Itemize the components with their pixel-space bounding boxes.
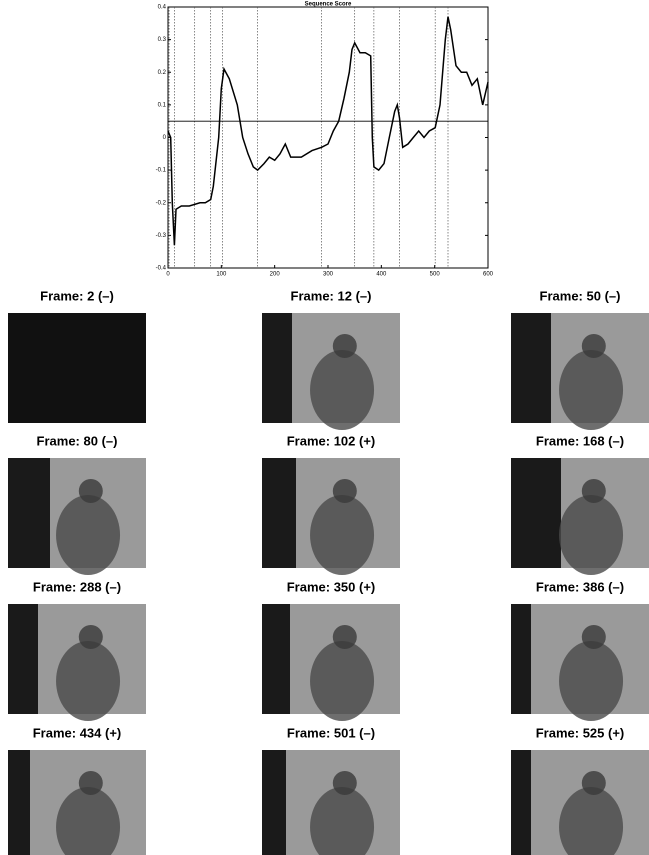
y-tick-label: -0.2 (156, 200, 167, 206)
frame-label: Frame: 102 (+) (287, 433, 376, 448)
x-tick-label: 400 (376, 272, 387, 278)
frame-label: Frame: 12 (–) (291, 288, 372, 303)
figure: Sequence Score -0.4-0.3-0.2-0.100.10.20.… (0, 0, 649, 855)
frame-head (582, 334, 606, 358)
frame-label: Frame: 168 (–) (536, 433, 624, 448)
frame-head (333, 771, 357, 795)
x-tick-label: 200 (270, 272, 281, 278)
frame-shadow (8, 458, 50, 568)
y-tick-label: -0.1 (156, 168, 167, 174)
frame-head (333, 479, 357, 503)
frame-shadow (511, 604, 531, 714)
frame-figure (559, 495, 623, 575)
y-tick-label: 0.1 (158, 102, 167, 108)
frame-image (8, 313, 146, 423)
x-tick-label: 500 (430, 272, 441, 278)
frame-shadow (8, 750, 30, 855)
score-line (168, 17, 488, 245)
frame-head (333, 334, 357, 358)
frame-figure (310, 641, 374, 721)
x-tick-label: 100 (216, 272, 227, 278)
frame-shadow (262, 458, 296, 568)
frame-shadow (511, 458, 561, 568)
frame-label: Frame: 288 (–) (33, 579, 121, 594)
x-tick-label: 600 (483, 272, 494, 278)
y-tick-label: 0 (163, 135, 167, 141)
y-tick-label: 0.3 (158, 37, 167, 43)
frame-head (582, 771, 606, 795)
frame-head (79, 479, 103, 503)
y-tick-label: -0.3 (156, 233, 167, 239)
frame-head (582, 625, 606, 649)
frame-label: Frame: 350 (+) (287, 579, 376, 594)
frame-figure (310, 350, 374, 430)
frame-head (79, 771, 103, 795)
frame-figure (56, 641, 120, 721)
frame-label: Frame: 525 (+) (536, 725, 625, 740)
frame-label: Frame: 434 (+) (33, 725, 122, 740)
frame-figure (559, 641, 623, 721)
frame-head (79, 625, 103, 649)
frame-label: Frame: 2 (–) (40, 288, 114, 303)
frame-shadow (511, 750, 531, 855)
frame-label: Frame: 501 (–) (287, 725, 375, 740)
x-tick-label: 300 (323, 272, 334, 278)
frame-figure (310, 495, 374, 575)
plot-frame (168, 7, 488, 268)
frame-shadow (262, 750, 286, 855)
frame-head (333, 625, 357, 649)
frame-label: Frame: 50 (–) (540, 288, 621, 303)
y-tick-label: 0.2 (158, 70, 167, 76)
y-tick-label: -0.4 (156, 266, 167, 272)
frame-figure (559, 350, 623, 430)
frame-shadow (511, 313, 551, 423)
x-tick-label: 0 (166, 272, 170, 278)
y-tick-label: 0.4 (158, 5, 167, 11)
frame-label: Frame: 80 (–) (37, 433, 118, 448)
frame-shadow (262, 313, 292, 423)
frame-shadow (8, 604, 38, 714)
frame-figure (56, 495, 120, 575)
frame-label: Frame: 386 (–) (536, 579, 624, 594)
frame-head (582, 479, 606, 503)
frame-shadow (262, 604, 290, 714)
